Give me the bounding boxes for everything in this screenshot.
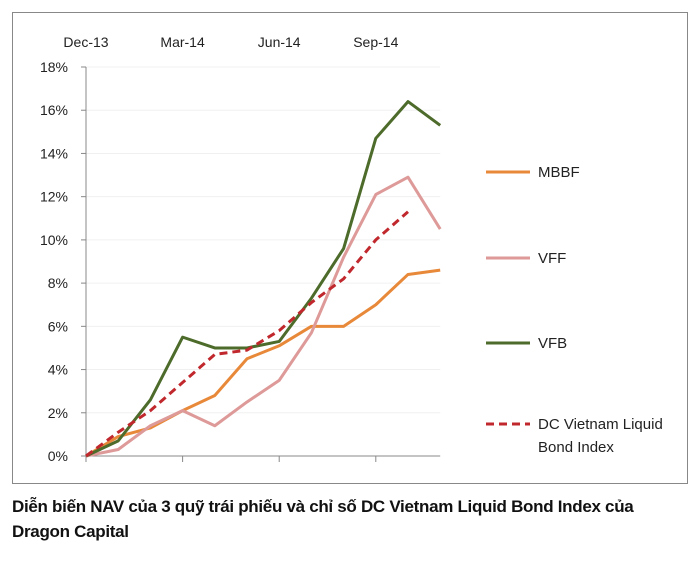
y-tick-label: 0% — [48, 448, 68, 464]
series-line-mbbf — [85, 268, 441, 458]
y-tick-label: 12% — [40, 189, 68, 205]
legend-label: DC Vietnam Liquid — [538, 416, 663, 433]
y-tick-label: 10% — [40, 232, 68, 248]
y-tick-label: 4% — [48, 362, 68, 378]
series-line-vff — [85, 175, 442, 458]
chart-frame — [12, 12, 688, 484]
legend-label: Bond Index — [538, 439, 614, 456]
y-tick-label: 16% — [40, 102, 68, 118]
y-tick-label: 18% — [40, 59, 68, 75]
y-tick-label: 6% — [48, 318, 68, 334]
x-tick-label: Jun-14 — [258, 34, 301, 50]
line-chart: 0% 2% 4% 6% 8% 10% 12% 14% 16% 18% Dec-13 Mar-14 Jun… — [40, 34, 663, 464]
series-line-dc-vietnam-liquid-bond-index — [85, 210, 409, 458]
y-tick-label: 14% — [40, 145, 68, 161]
x-tick-label: Dec-13 — [63, 34, 108, 50]
caption: Diễn biến NAV của 3 quỹ trái phiếu và ch… — [12, 497, 634, 541]
y-tick-label: 8% — [48, 275, 68, 291]
y-tick-label: 2% — [48, 405, 68, 421]
x-tick-label: Sep-14 — [353, 34, 398, 50]
series-line-vfb — [85, 100, 442, 458]
legend-label: VFF — [538, 250, 566, 267]
legend-label: MBBF — [538, 164, 580, 181]
legend-label: VFB — [538, 335, 567, 352]
x-tick-label: Mar-14 — [160, 34, 205, 50]
